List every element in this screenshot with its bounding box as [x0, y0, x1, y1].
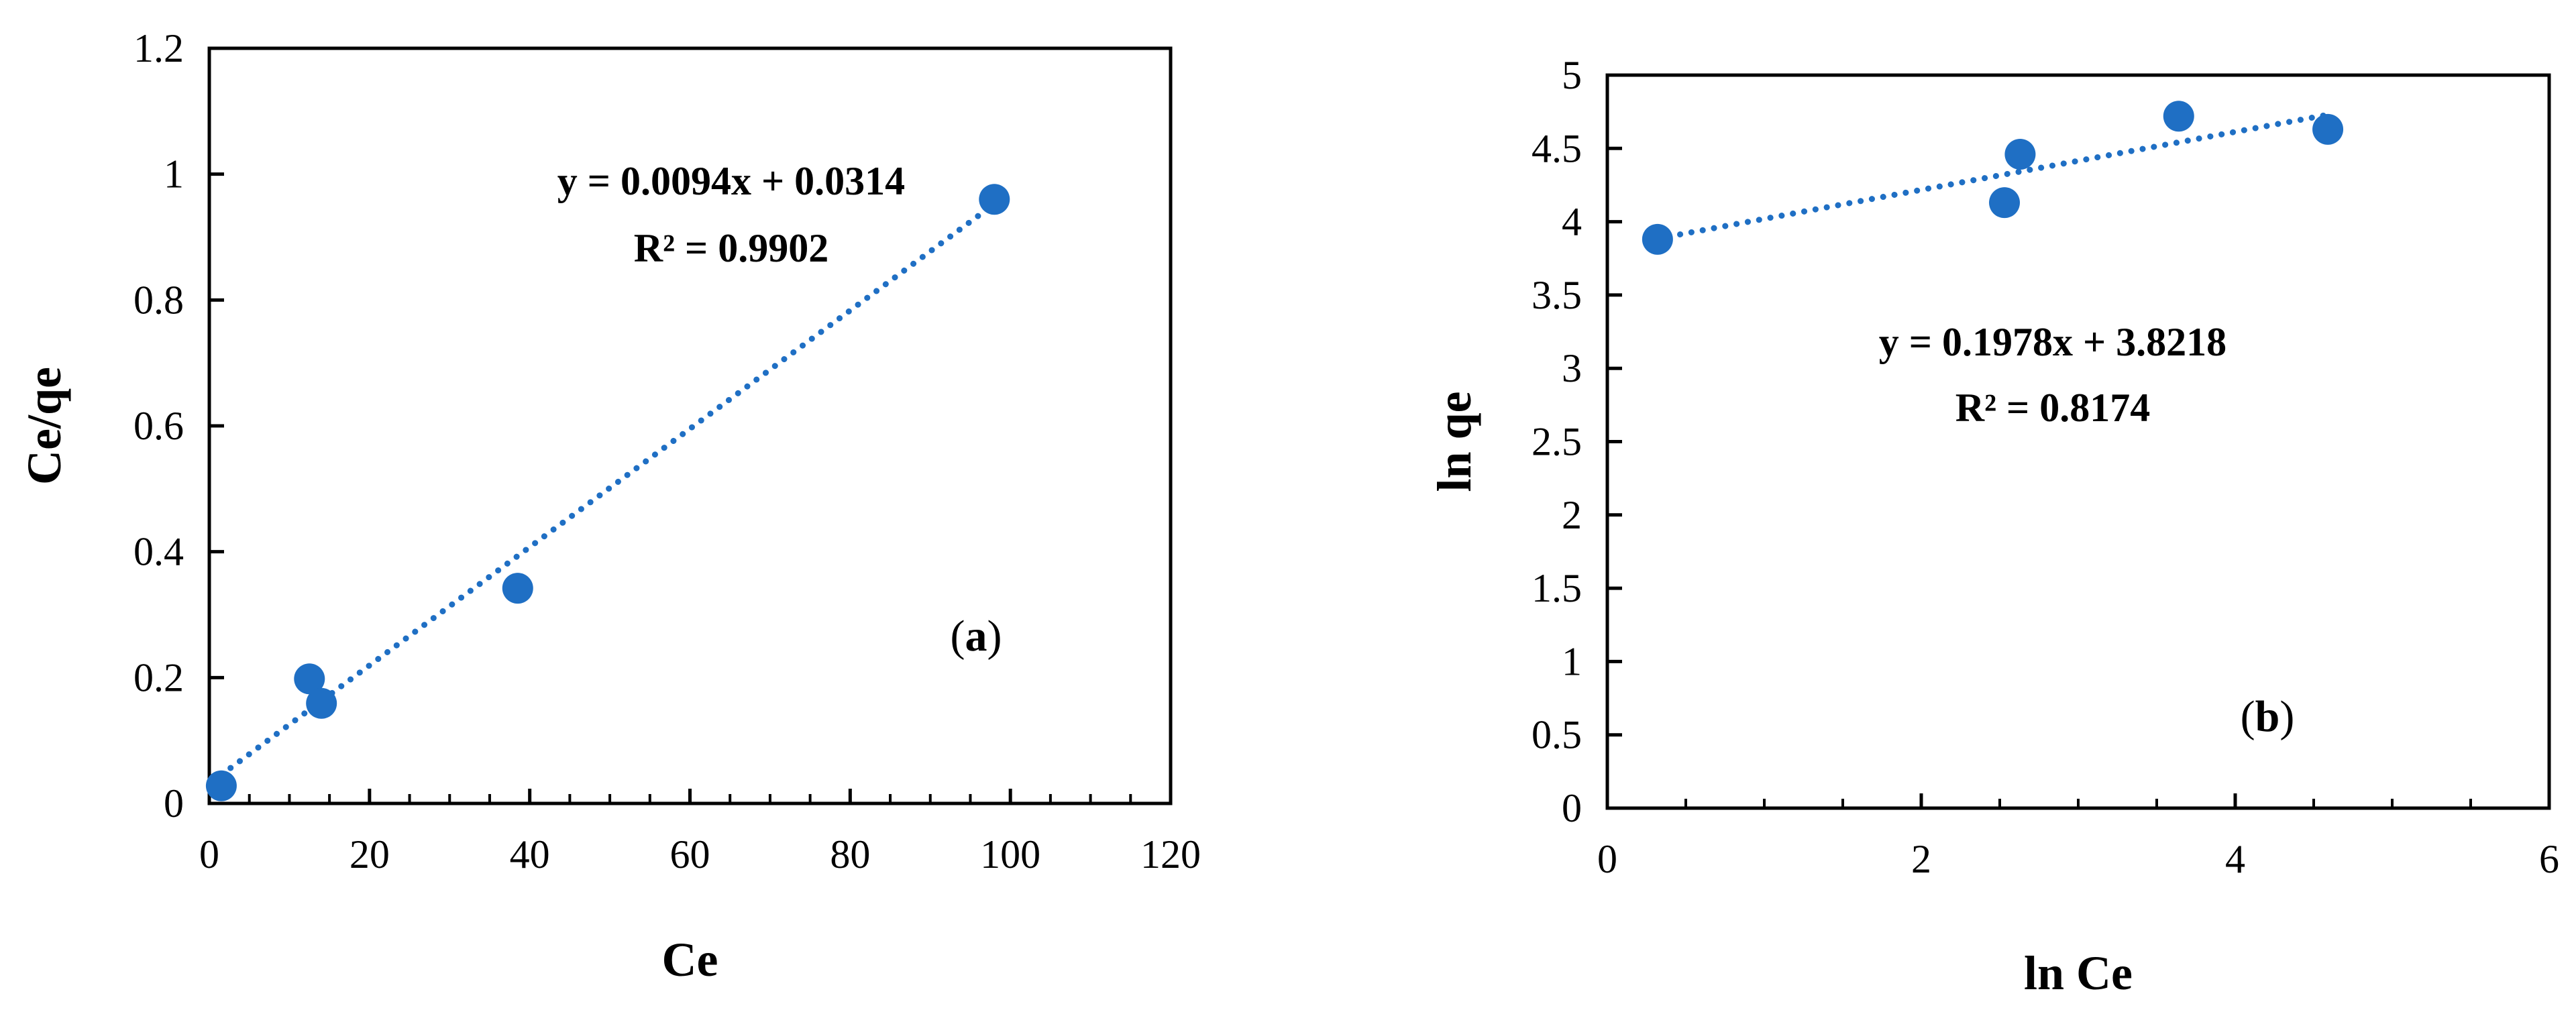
data-point [205, 770, 237, 801]
trendline-equation: y = 0.1978x + 3.8218 [1879, 320, 2226, 364]
y-tick-label: 1.2 [133, 26, 184, 70]
trendline-equation: y = 0.0094x + 0.0314 [557, 159, 905, 203]
y-axis-title: ln qe [1428, 391, 1481, 492]
y-tick-label: 2 [1562, 493, 1582, 537]
x-tick-label: 0 [199, 832, 219, 877]
x-tick-label: 120 [1140, 832, 1201, 877]
data-point [979, 184, 1010, 215]
y-tick-label: 1 [164, 152, 184, 197]
trendline [1654, 111, 2331, 242]
x-tick-label: 80 [830, 832, 870, 877]
plot-frame [1605, 73, 2551, 810]
y-tick-label: 0.8 [133, 278, 184, 322]
data-point [294, 663, 325, 695]
x-tick-label: 2 [1911, 837, 1931, 881]
x-tick-label: 60 [670, 832, 710, 877]
x-tick-label: 40 [510, 832, 550, 877]
x-axis-title: Ce [662, 933, 718, 987]
trendline [218, 201, 998, 778]
panel-label: (b) [2241, 692, 2295, 741]
y-tick-label: 3.5 [1532, 273, 1582, 317]
y-tick-label: 1 [1562, 639, 1582, 683]
data-point [1989, 187, 2021, 219]
data-point [306, 687, 337, 719]
data-point [1642, 223, 1673, 255]
y-tick-label: 3 [1562, 346, 1582, 390]
data-point [502, 573, 533, 604]
y-tick-label: 0.4 [133, 530, 184, 574]
x-tick-label: 6 [2539, 837, 2559, 881]
x-tick-label: 100 [980, 832, 1040, 877]
x-tick-label: 0 [1597, 837, 1617, 881]
x-axis-title: ln Ce [2024, 946, 2133, 1000]
x-tick-label: 4 [2225, 837, 2245, 881]
y-tick-label: 4.5 [1532, 126, 1582, 170]
y-tick-label: 0.2 [133, 655, 184, 699]
panel-label: (a) [951, 612, 1002, 661]
chart-b: 0 2 4 6 0 0.5 1 1.5 2 2.5 3 3.5 4 4.5 5 ln Ce ln qe y = 0… [1428, 53, 2559, 1000]
y-tick-label: 5 [1562, 53, 1582, 97]
y-tick-label: 4 [1562, 200, 1582, 244]
data-point [2312, 113, 2344, 145]
chart-a: 0 20 40 60 80 100 120 0 0.2 0.4 0.6 0.8 1 1.2 Ce Ce/qe y… [17, 26, 1201, 987]
y-tick-label: 0 [1562, 786, 1582, 830]
data-point [2163, 101, 2194, 132]
y-tick-label: 2.5 [1532, 420, 1582, 464]
y-tick-label: 0 [164, 781, 184, 826]
y-tick-label: 1.5 [1532, 566, 1582, 610]
x-tick-label: 20 [350, 832, 390, 877]
r-squared-label: R² = 0.9902 [634, 226, 829, 270]
r-squared-label: R² = 0.8174 [1955, 386, 2151, 430]
y-tick-label: 0.6 [133, 404, 184, 448]
y-axis-title: Ce/qe [17, 367, 71, 485]
y-tick-label: 0.5 [1532, 713, 1582, 757]
data-point [2004, 139, 2036, 170]
